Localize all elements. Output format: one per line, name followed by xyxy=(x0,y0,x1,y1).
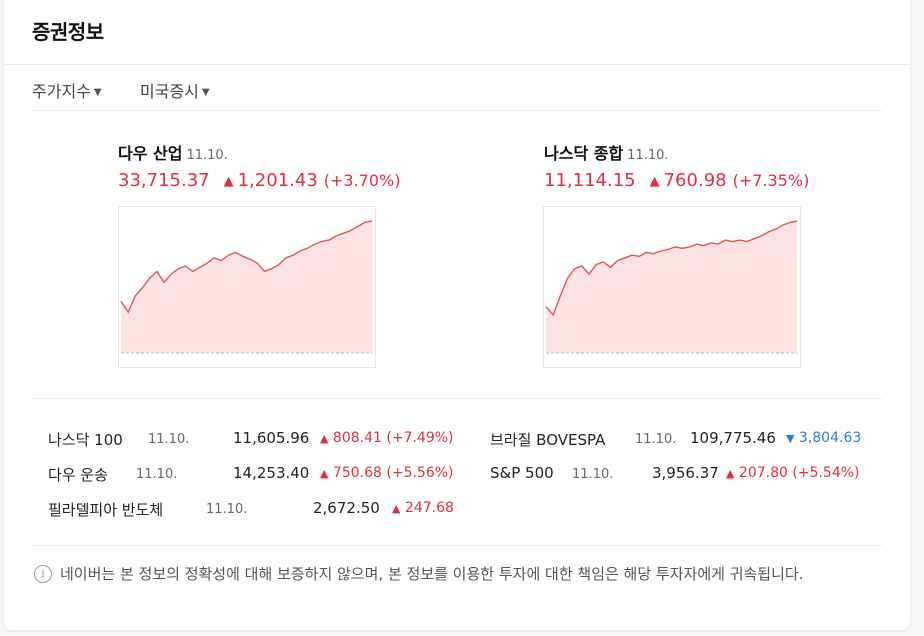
dow-chart-svg xyxy=(120,220,373,354)
change-percent: (+7.49%) xyxy=(386,430,454,446)
divider xyxy=(32,398,882,399)
change-value: 3,804.63 xyxy=(798,430,862,446)
nasdaq-chart-svg xyxy=(545,220,798,354)
triangle-up-icon: ▲ xyxy=(320,432,329,445)
nasdaq-intraday-chart[interactable] xyxy=(543,206,801,368)
dow-intraday-chart[interactable] xyxy=(118,206,376,368)
change-percent: (+5.54%) xyxy=(792,465,860,481)
index-name: 브라질 BOVESPA xyxy=(490,431,606,449)
info-circle-icon: i xyxy=(34,565,52,583)
index-name: 나스닥 100 xyxy=(48,431,123,449)
disclaimer-text: 네이버는 본 정보의 정확성에 대해 보증하지 않으며, 본 정보를 이용한 투… xyxy=(60,565,804,583)
index-name: 필라델피아 반도체 xyxy=(48,501,164,519)
index-value: 109,775.46 xyxy=(690,429,776,447)
index-date: 11.10. xyxy=(186,148,228,163)
index-change: ▲ 247.68 xyxy=(392,500,454,516)
card-header: 증권정보 xyxy=(4,0,910,65)
index-date: 11.10. xyxy=(627,148,669,163)
index-name: 다우 운송 xyxy=(48,466,108,484)
chart-area xyxy=(121,221,372,353)
triangle-up-icon: ▲ xyxy=(649,174,660,189)
change-value: 808.41 xyxy=(332,430,382,446)
index-date: 11.10. xyxy=(148,432,190,447)
index-date: 11.10. xyxy=(136,467,178,482)
triangle-up-icon: ▲ xyxy=(392,502,401,515)
filter-label: 주가지수 xyxy=(32,82,91,101)
index-change: 760.98 xyxy=(663,170,727,191)
index-change: 1,201.43 xyxy=(237,170,318,191)
caret-down-icon: ▼ xyxy=(201,87,210,98)
filter-label: 미국증시 xyxy=(140,82,199,101)
index-row-bovespa[interactable]: 브라질 BOVESPA 11.10. 109,775.46 ▼ 3,804.63 xyxy=(490,429,890,453)
index-percent: (+7.35%) xyxy=(732,171,810,190)
filter-market[interactable]: 미국증시 ▼ xyxy=(140,78,210,102)
index-date: 11.10. xyxy=(635,432,677,447)
index-row-dow-transport[interactable]: 다우 운송 11.10. 14,253.40 ▲ 750.68 (+5.56%) xyxy=(48,464,468,488)
triangle-up-icon: ▲ xyxy=(223,174,234,189)
index-name: S&P 500 xyxy=(490,464,554,482)
chart-line xyxy=(120,220,373,314)
chart-area xyxy=(546,221,797,353)
change-value: 750.68 xyxy=(332,465,382,481)
main-index-dow[interactable]: 다우 산업 11.10. 33,715.37 ▲ 1,201.43 (+3.70%) xyxy=(118,140,418,191)
triangle-up-icon: ▲ xyxy=(726,467,735,480)
index-date: 11.10. xyxy=(572,467,614,482)
chart-line xyxy=(545,220,798,317)
index-change: ▲ 808.41 (+7.49%) xyxy=(320,430,454,446)
filter-index-type[interactable]: 주가지수 ▼ xyxy=(32,78,102,102)
index-value: 33,715.37 xyxy=(118,170,210,191)
main-index-nasdaq[interactable]: 나스닥 종합 11.10. 11,114.15 ▲ 760.98 (+7.35%) xyxy=(544,140,844,191)
triangle-up-icon: ▲ xyxy=(320,467,329,480)
index-row-sox[interactable]: 필라델피아 반도체 11.10. 2,672.50 ▲ 247.68 xyxy=(48,499,468,523)
filter-bar: 주가지수 ▼ 미국증시 ▼ xyxy=(32,66,882,111)
index-change: ▲ 207.80 (+5.54%) xyxy=(726,465,860,481)
change-value: 207.80 xyxy=(738,465,788,481)
change-percent: (+5.56%) xyxy=(386,465,454,481)
caret-down-icon: ▼ xyxy=(93,87,102,98)
index-name: 나스닥 종합 xyxy=(544,144,624,163)
index-value: 11,605.96 xyxy=(233,429,310,447)
index-change: ▼ 3,804.63 xyxy=(786,430,861,446)
index-value: 11,114.15 xyxy=(544,170,636,191)
index-name: 다우 산업 xyxy=(118,144,183,163)
stock-info-card: 증권정보 주가지수 ▼ 미국증시 ▼ 다우 산업 11.10. 33,715.37 ▲ 1… xyxy=(4,0,910,630)
index-change: ▲ 750.68 (+5.56%) xyxy=(320,465,454,481)
index-value: 3,956.37 xyxy=(652,464,719,482)
change-value: 247.68 xyxy=(404,500,454,516)
index-row-nasdaq100[interactable]: 나스닥 100 11.10. 11,605.96 ▲ 808.41 (+7.49… xyxy=(48,429,468,453)
index-row-sp500[interactable]: S&P 500 11.10. 3,956.37 ▲ 207.80 (+5.54%… xyxy=(490,464,890,488)
divider xyxy=(32,545,882,546)
index-date: 11.10. xyxy=(206,502,248,517)
index-value: 14,253.40 xyxy=(233,464,310,482)
triangle-down-icon: ▼ xyxy=(786,432,795,445)
index-header: 다우 산업 11.10. xyxy=(118,140,418,164)
index-values: 33,715.37 ▲ 1,201.43 (+3.70%) xyxy=(118,170,418,191)
index-percent: (+3.70%) xyxy=(323,171,401,190)
disclaimer: i 네이버는 본 정보의 정확성에 대해 보증하지 않으며, 본 정보를 이용한… xyxy=(34,563,884,585)
index-value: 2,672.50 xyxy=(313,499,380,517)
index-header: 나스닥 종합 11.10. xyxy=(544,140,844,164)
index-values: 11,114.15 ▲ 760.98 (+7.35%) xyxy=(544,170,844,191)
section-title: 증권정보 xyxy=(32,20,104,44)
